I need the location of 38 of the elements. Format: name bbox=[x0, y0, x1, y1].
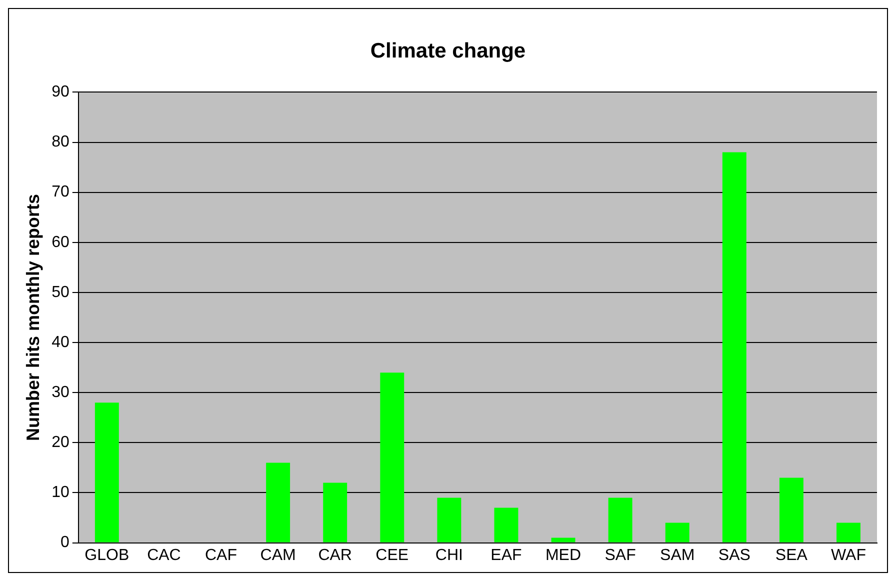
y-tick-label: 30 bbox=[52, 384, 70, 402]
x-tick-label: CAM bbox=[260, 546, 296, 564]
bar bbox=[380, 372, 404, 542]
x-tick-label: WAF bbox=[831, 546, 866, 564]
y-tick-label: 80 bbox=[52, 134, 70, 151]
y-tick-label: 60 bbox=[52, 234, 70, 251]
x-tick-label: SAS bbox=[718, 546, 750, 564]
x-tick-label: GLOB bbox=[84, 546, 130, 564]
bar bbox=[836, 522, 860, 542]
x-tick-label: SAF bbox=[604, 546, 636, 564]
x-tick-label: SAM bbox=[660, 546, 695, 564]
x-tick-label: CAR bbox=[318, 546, 352, 564]
chart-title: Climate change bbox=[370, 39, 526, 62]
bar bbox=[722, 152, 746, 542]
x-tick-label: CEE bbox=[376, 546, 409, 564]
bar bbox=[266, 462, 290, 542]
bar bbox=[551, 538, 576, 542]
bar bbox=[608, 498, 632, 542]
y-tick-label: 10 bbox=[52, 484, 70, 502]
bar bbox=[779, 478, 804, 542]
x-tick-label: SEA bbox=[775, 546, 808, 564]
x-tick-label: CAF bbox=[205, 546, 238, 564]
y-tick-label: 0 bbox=[60, 534, 70, 552]
x-tick-label: CAC bbox=[147, 546, 181, 564]
x-tick-label: CHI bbox=[435, 546, 463, 564]
y-tick-label: 40 bbox=[52, 334, 70, 351]
bar bbox=[323, 482, 348, 542]
x-tick-label: MED bbox=[545, 546, 582, 564]
y-axis-title: Number hits monthly reports bbox=[22, 194, 43, 442]
bar bbox=[437, 498, 462, 542]
bar bbox=[665, 522, 690, 542]
y-tick-label: 20 bbox=[52, 434, 70, 452]
bar bbox=[94, 402, 119, 542]
y-tick-label: 90 bbox=[52, 84, 70, 101]
x-tick-label: EAF bbox=[490, 546, 522, 564]
y-tick-label: 50 bbox=[52, 284, 70, 301]
bar bbox=[494, 508, 518, 542]
y-tick-label: 70 bbox=[52, 184, 70, 201]
